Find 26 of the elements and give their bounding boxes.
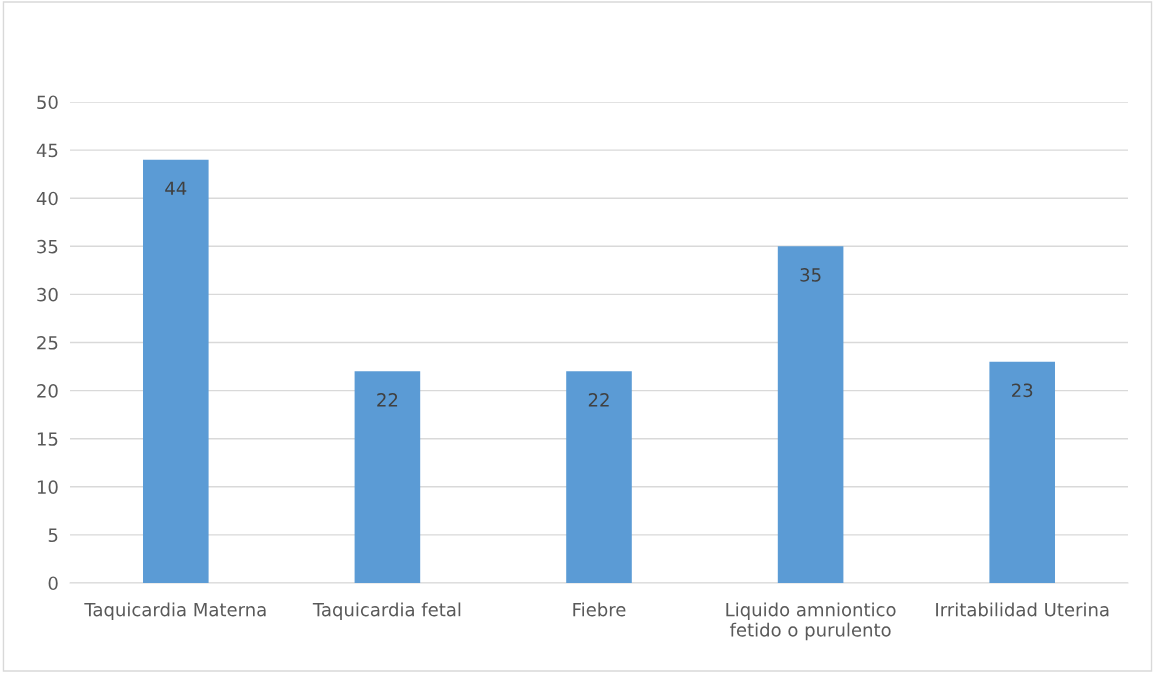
y-tick-label: 30 (37, 287, 58, 302)
y-tick-label: 25 (37, 335, 58, 350)
y-tick-label: 20 (37, 384, 58, 398)
y-tick-label: 40 (36, 191, 58, 206)
bar (354, 371, 421, 583)
y-tick-label: 45 (36, 143, 58, 158)
x-tick-label: Liquido amniontico fetido o purulento (726, 602, 896, 641)
data-label: 35 (800, 268, 821, 282)
x-tick-label: Taquicardia Materna (84, 602, 266, 620)
bar (989, 361, 1055, 583)
y-tick-label: 50 (37, 95, 58, 110)
data-label: 23 (1012, 383, 1033, 398)
bar (566, 371, 632, 583)
x-tick-label: Fiebre (573, 602, 626, 617)
data-label: 22 (377, 393, 398, 407)
y-tick-label: 35 (37, 239, 58, 254)
data-label: 44 (165, 181, 187, 195)
x-tick-label: Irritabilidad Uterina (936, 602, 1109, 617)
y-tick-label: 15 (37, 432, 58, 446)
x-tick-label: Taquicardia fetal (312, 602, 461, 620)
bar (143, 159, 209, 583)
bar (777, 246, 844, 583)
data-label: 22 (588, 393, 609, 407)
y-tick-label: 0 (48, 576, 58, 591)
y-tick-label: 10 (37, 480, 58, 494)
y-tick-label: 5 (48, 528, 58, 543)
